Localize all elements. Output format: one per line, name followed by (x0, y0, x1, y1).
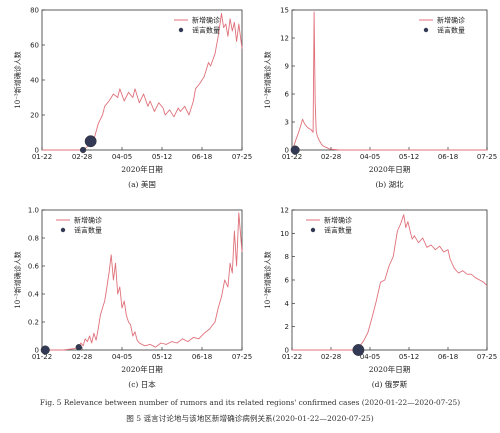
y-tick-label: 15 (280, 7, 289, 15)
series-line-new-confirmed (292, 214, 488, 351)
x-tick-label: 02-28 (72, 153, 92, 161)
y-tick-label: 2 (285, 323, 289, 331)
x-axis-label: 2020年日期 (121, 364, 163, 374)
subplot-caption: (a) 美国 (128, 179, 156, 189)
x-tick-label: 01-22 (32, 153, 52, 161)
y-tick-label: 20 (30, 112, 39, 120)
plot-frame (41, 209, 243, 351)
y-tick-label: 40 (30, 77, 39, 85)
rumor-dot (40, 345, 50, 355)
y-tick-label: 12 (280, 207, 289, 215)
y-tick-label: 60 (30, 42, 39, 50)
y-tick-label: 0.8 (28, 235, 39, 243)
x-tick-label: 06-18 (192, 153, 212, 161)
legend-label-new-confirmed: 新增确诊 (192, 16, 220, 25)
rumor-dot (79, 146, 87, 154)
rumor-dot (84, 135, 97, 148)
x-tick-label: 07-25 (477, 153, 497, 161)
legend-dot-swatch (423, 27, 429, 33)
series-line-new-confirmed (291, 11, 487, 151)
y-tick-label: 10 (280, 230, 289, 238)
x-tick-label: 01-22 (282, 153, 302, 161)
subplot-caption: (b) 湖北 (375, 180, 404, 189)
x-tick-label: 02-28 (321, 353, 341, 361)
legend-label-rumors: 谣言数量 (74, 226, 102, 235)
series-line-new-confirmed (42, 212, 243, 351)
x-tick-label: 04-05 (112, 153, 132, 161)
y-axis-label: 10⁻³新增确诊人数 (263, 51, 272, 108)
x-tick-label: 05-12 (152, 153, 172, 161)
y-axis-label: 10⁻³新增确诊人数 (13, 251, 22, 308)
y-tick-label: 0 (35, 347, 39, 355)
x-tick-label: 02-28 (321, 153, 341, 161)
y-tick-label: 6 (285, 91, 290, 99)
x-tick-label: 06-18 (438, 153, 458, 161)
y-tick-label: 1.0 (28, 207, 39, 215)
x-tick-label: 04-05 (112, 353, 132, 361)
subplot-caption: (d) 俄罗斯 (372, 379, 408, 389)
x-axis-label: 2020年日期 (369, 364, 411, 374)
x-tick-label: 06-18 (438, 353, 458, 361)
series-line-new-confirmed (42, 13, 243, 151)
y-axis-label: 10⁻³新增确诊人数 (13, 51, 22, 108)
x-tick-label: 05-12 (152, 353, 172, 361)
y-tick-label: 0 (285, 347, 289, 355)
x-axis-label: 2020年日期 (121, 164, 163, 174)
x-tick-label: 04-05 (360, 153, 380, 161)
y-tick-label: 3 (285, 119, 289, 127)
legend-dot-swatch (310, 227, 316, 233)
legend-label-rumors: 谣言数量 (437, 26, 465, 35)
x-tick-label: 07-25 (477, 353, 497, 361)
chart-panel-3: 0 0.2 0.4 0.6 0.8 1.0 01-22 02-28 04-05 05-12 06-1… (13, 207, 252, 390)
y-axis-label: 10⁻³新增确诊人数 (263, 251, 272, 308)
figure-caption-chinese: 图 5 谣言讨论地与该地区新增确诊病例关系(2020-01-22—2020-07… (126, 414, 374, 423)
y-tick-label: 9 (285, 63, 289, 71)
x-tick-label: 05-12 (399, 153, 419, 161)
y-tick-label: 8 (285, 253, 289, 261)
y-tick-label: 80 (30, 7, 39, 15)
y-tick-label: 4 (285, 300, 290, 308)
rumor-dot (352, 344, 365, 356)
legend-label-new-confirmed: 新增确诊 (74, 216, 102, 225)
y-tick-label: 0 (285, 147, 289, 155)
subplot-caption: (c) 日本 (128, 379, 156, 389)
legend-dot-swatch (60, 227, 66, 233)
legend-label-rumors: 谣言数量 (324, 226, 352, 235)
legend-label-new-confirmed: 新增确诊 (324, 216, 352, 225)
figure-caption-english: Fig. 5 Relevance between number of rumor… (39, 398, 461, 407)
legend-dot-swatch (178, 27, 184, 33)
x-tick-label: 01-22 (32, 353, 52, 361)
legend-label-new-confirmed: 新增确诊 (437, 16, 465, 25)
legend-label-rumors: 谣言数量 (192, 26, 220, 35)
y-tick-label: 0.6 (28, 263, 40, 271)
y-tick-label: 12 (280, 35, 289, 43)
rumor-dot (75, 344, 82, 351)
x-tick-label: 04-05 (360, 353, 380, 361)
x-tick-label: 07-25 (232, 153, 252, 161)
x-tick-label: 05-12 (399, 353, 419, 361)
x-tick-label: 07-25 (232, 353, 252, 361)
plot-frame (291, 209, 488, 351)
y-tick-label: 0.2 (28, 319, 39, 327)
rumor-dot (290, 145, 300, 155)
chart-panel-1: 0 20 40 60 80 01-22 02-28 04-05 05-12 06-18 07-25 新… (13, 7, 252, 190)
x-tick-label: 01-22 (282, 353, 302, 361)
y-tick-label: 6 (285, 277, 290, 285)
x-tick-label: 02-28 (72, 353, 92, 361)
x-tick-label: 06-18 (192, 353, 212, 361)
y-tick-label: 0.4 (28, 291, 40, 299)
chart-panel-4: 0 2 4 6 8 10 12 01-22 02-28 04-05 05-12 06-18 07-25 新… (263, 207, 497, 390)
chart-panel-2: 0 3 6 9 12 15 01-22 02-28 04-05 05-12 06-18 07-25 新增… (263, 7, 497, 190)
y-tick-label: 0 (35, 147, 39, 155)
x-axis-label: 2020年日期 (369, 164, 411, 174)
